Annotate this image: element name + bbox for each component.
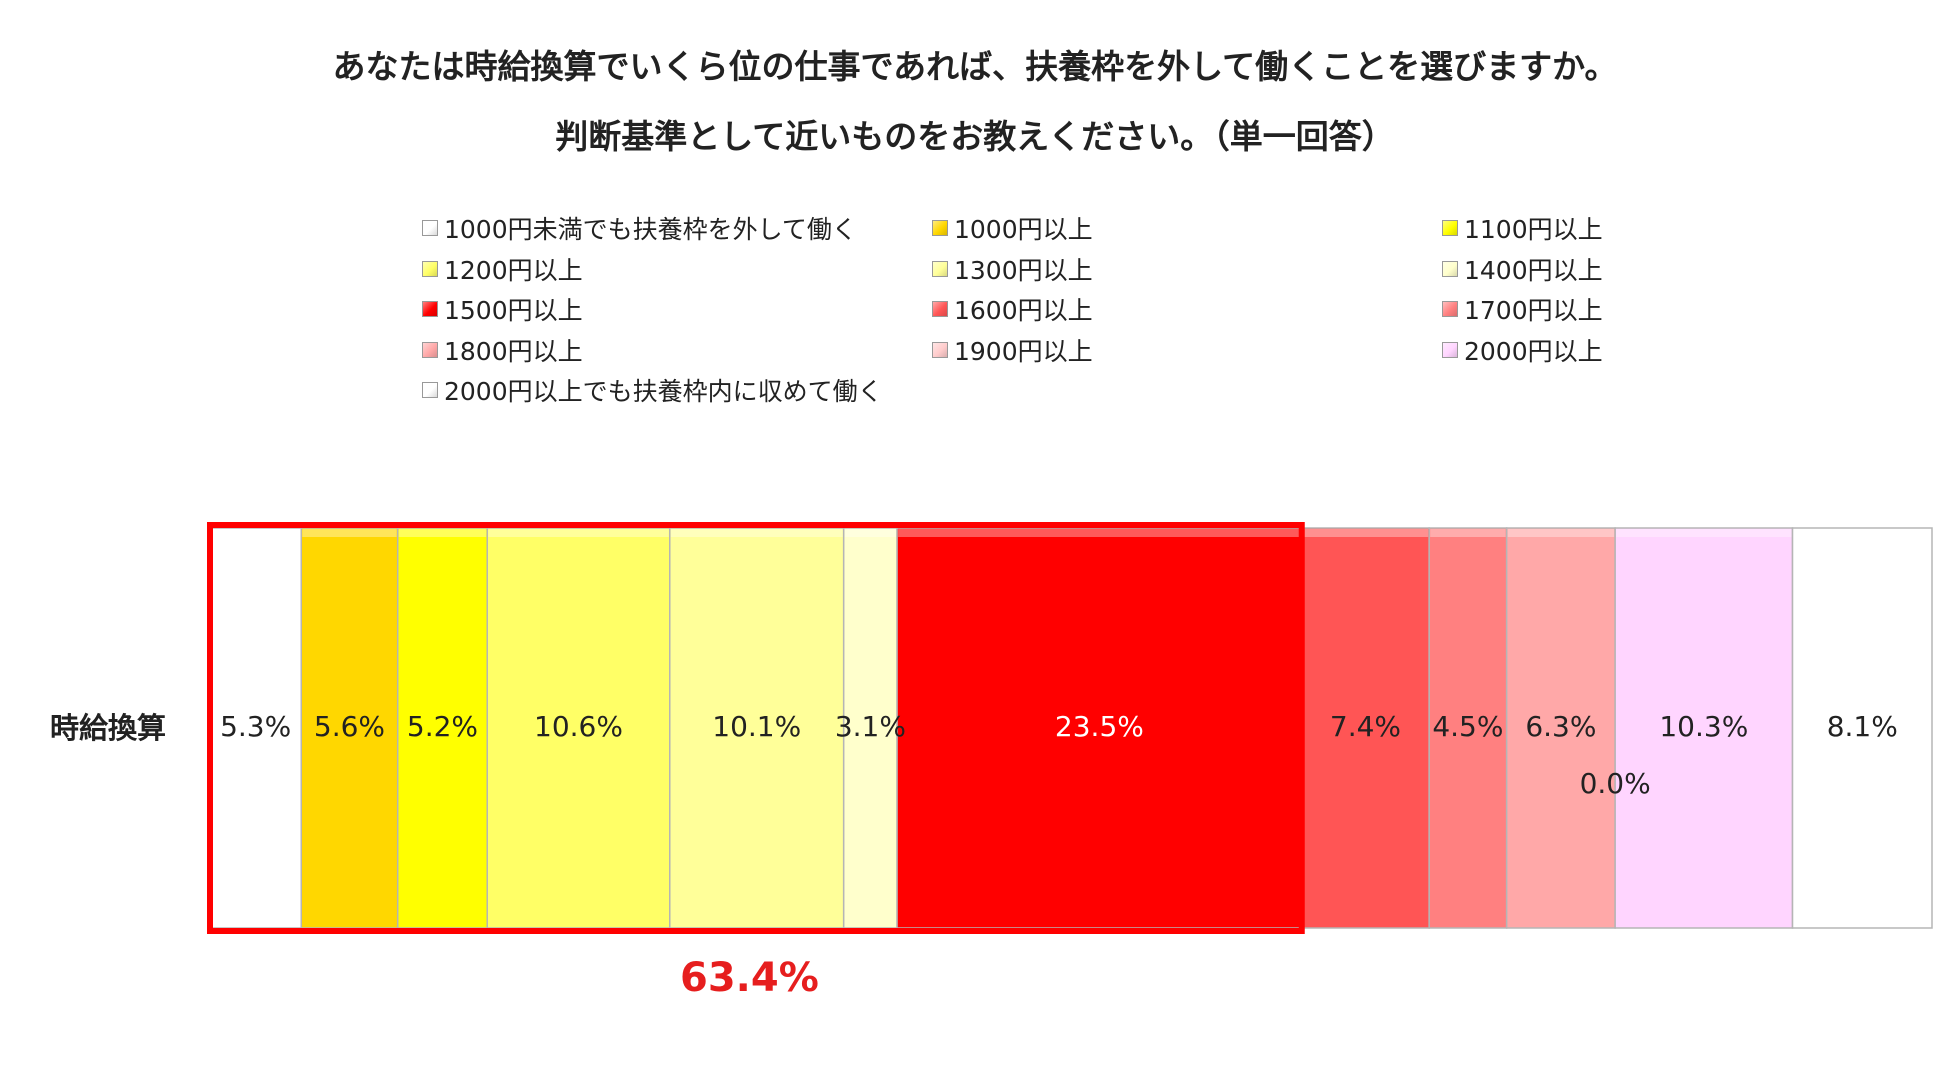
legend-label: 2000円以上でも扶養枠内に収めて働く: [444, 377, 883, 406]
bar-segment: [669, 527, 845, 929]
bar-segment: [486, 527, 671, 929]
legend-item: 2000円以上でも扶養枠内に収めて働く: [422, 375, 883, 406]
legend-label: 1200円以上: [444, 256, 583, 285]
bar-segment: [1791, 527, 1933, 929]
legend-item: 2000円以上: [1442, 335, 1603, 366]
legend-item: 1300円以上: [932, 254, 1093, 285]
bar-segment-bevel: [1793, 529, 1931, 537]
legend-label: 1900円以上: [954, 337, 1093, 366]
legend-item: 1700円以上: [1442, 294, 1603, 325]
bar-segment: [1428, 527, 1508, 929]
legend-swatch: [932, 342, 948, 358]
bar-segment-bevel: [1302, 529, 1429, 537]
legend-item: 1800円以上: [422, 335, 583, 366]
legend-swatch: [1442, 301, 1458, 317]
legend-swatch: [422, 342, 438, 358]
legend-label: 1500円以上: [444, 296, 583, 325]
legend-label: 1600円以上: [954, 296, 1093, 325]
legend-item: 1000円未満でも扶養枠を外して働く: [422, 213, 857, 244]
data-label: 5.3%: [220, 710, 291, 743]
bar-segment: [300, 527, 399, 929]
legend-item: 1000円以上: [932, 213, 1093, 244]
highlight-total-label: 63.4%: [680, 955, 819, 1001]
data-label: 5.2%: [407, 710, 478, 743]
legend-label: 1700円以上: [1464, 296, 1603, 325]
bar-segment-bevel: [898, 529, 1301, 537]
legend-label: 1000円未満でも扶養枠を外して働く: [444, 215, 857, 244]
legend-swatch: [422, 301, 438, 317]
data-label: 10.1%: [712, 710, 801, 743]
legend-label: 1400円以上: [1464, 256, 1603, 285]
bar-segment: [1300, 527, 1430, 929]
legend-label: 2000円以上: [1464, 337, 1603, 366]
legend-item: 1500円以上: [422, 294, 583, 325]
bar-segment: [1614, 527, 1794, 929]
data-label: 10.6%: [534, 710, 623, 743]
legend-item: 1100円以上: [1442, 213, 1603, 244]
bar-segment-bevel: [1507, 529, 1615, 537]
bar-segment: [896, 527, 1303, 929]
data-label: 6.3%: [1525, 710, 1596, 743]
legend-swatch: [1442, 261, 1458, 277]
data-label: 7.4%: [1330, 710, 1401, 743]
legend-item: 1900円以上: [932, 335, 1093, 366]
legend-swatch: [1442, 342, 1458, 358]
bar-segment-bevel: [844, 529, 897, 537]
legend-swatch: [932, 261, 948, 277]
bar-segment-bevel: [1616, 529, 1792, 537]
data-label: 8.1%: [1827, 710, 1898, 743]
chart-title-line2: 判断基準として近いものをお教えください。（単一回答）: [555, 117, 1395, 156]
bar-segment-bevel: [1430, 529, 1506, 537]
data-label: 5.6%: [314, 710, 385, 743]
category-label: 時給換算: [50, 711, 167, 745]
data-label: 23.5%: [1055, 710, 1144, 743]
data-label: 4.5%: [1432, 710, 1503, 743]
legend-label: 1800円以上: [444, 337, 583, 366]
legend-label: 1000円以上: [954, 215, 1093, 244]
legend-swatch: [422, 220, 438, 236]
highlight-box: [207, 522, 1305, 934]
legend-item: 1400円以上: [1442, 254, 1603, 285]
bar-segment-bevel: [670, 529, 843, 537]
bar-segment-bevel: [398, 529, 487, 537]
data-label: 10.3%: [1659, 710, 1748, 743]
legend-item: 1600円以上: [932, 294, 1093, 325]
legend-swatch: [422, 261, 438, 277]
legend-swatch: [932, 220, 948, 236]
bar-segment: [396, 527, 488, 929]
data-label: 0.0%: [1580, 767, 1651, 800]
legend-item: 1200円以上: [422, 254, 583, 285]
bar-segment-bevel: [302, 529, 397, 537]
legend-swatch: [422, 382, 438, 398]
legend-label: 1100円以上: [1464, 215, 1603, 244]
bar-segment-bevel: [211, 529, 301, 537]
bar-segment: [1505, 527, 1616, 929]
legend-label: 1300円以上: [954, 256, 1093, 285]
chart-title-line1: あなたは時給換算でいくら位の仕事であれば、扶養枠を外して働くことを選びますか。: [332, 47, 1618, 86]
data-label: 3.1%: [835, 710, 906, 743]
legend-swatch: [1442, 220, 1458, 236]
bar-segment-bevel: [488, 529, 669, 537]
legend-swatch: [932, 301, 948, 317]
